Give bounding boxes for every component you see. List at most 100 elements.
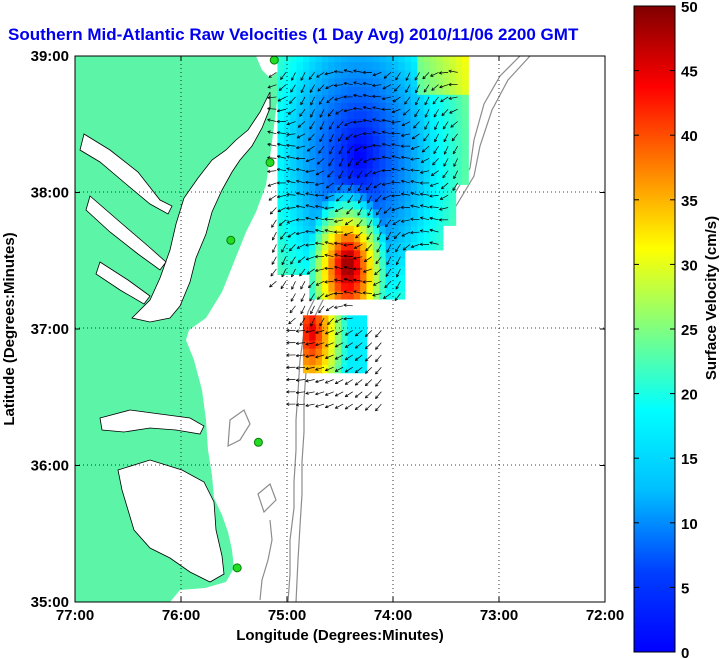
velocity-cell <box>347 118 355 128</box>
velocity-cell <box>404 159 412 169</box>
velocity-cell <box>404 225 412 235</box>
velocity-arrow <box>305 330 315 333</box>
velocity-arrow-head <box>353 290 357 292</box>
velocity-arrow <box>386 231 392 241</box>
velocity-arrow <box>300 305 306 315</box>
velocity-arrow <box>315 366 325 371</box>
x-tick-label: 76:00 <box>162 607 200 624</box>
velocity-arrow <box>305 379 315 382</box>
velocity-arrow <box>286 207 296 209</box>
bay-tributary <box>95 261 151 305</box>
velocity-cell <box>334 118 342 128</box>
velocity-arrow-head <box>281 274 285 278</box>
velocity-arrow-head <box>353 258 357 260</box>
velocity-cell <box>461 61 469 71</box>
velocity-arrow-head <box>286 379 290 382</box>
velocity-arrow-head <box>365 249 369 252</box>
velocity-cell <box>404 200 412 210</box>
velocity-cell <box>385 274 393 284</box>
velocity-arrow-head <box>267 95 271 99</box>
velocity-arrow <box>420 158 430 163</box>
velocity-arrow-head <box>347 151 351 154</box>
velocity-cell <box>411 167 418 177</box>
velocity-cell <box>290 225 298 235</box>
velocity-arrow <box>277 194 287 198</box>
velocity-arrow-head <box>372 118 376 120</box>
velocity-cell <box>449 151 457 161</box>
velocity-arrow-head <box>391 155 395 157</box>
velocity-arrow-head <box>315 344 319 347</box>
velocity-cell <box>391 282 399 292</box>
velocity-cell <box>417 159 425 169</box>
velocity-cell <box>398 225 406 235</box>
velocity-arrow-head <box>310 311 314 315</box>
velocity-arrow <box>402 244 411 251</box>
velocity-arrow <box>424 121 430 130</box>
velocity-arrow-head <box>372 293 376 296</box>
velocity-arrow-head <box>286 390 290 393</box>
velocity-cell <box>347 200 355 210</box>
velocity-arrow-head <box>357 176 361 179</box>
velocity-arrow-head <box>353 69 357 71</box>
velocity-arrow <box>353 290 363 294</box>
velocity-cell <box>385 290 393 300</box>
velocity-arrow-head <box>448 70 452 73</box>
velocity-arrow <box>299 317 306 326</box>
velocity-arrow-head <box>280 77 284 80</box>
velocity-arrow-head <box>327 113 330 117</box>
velocity-arrow <box>382 143 391 147</box>
velocity-arrow-head <box>372 158 376 161</box>
velocity-cell <box>436 69 444 79</box>
velocity-arrow-head <box>277 208 280 212</box>
velocity-cell <box>309 315 317 325</box>
velocity-arrow-head <box>295 158 299 161</box>
velocity-arrow-head <box>364 370 367 374</box>
velocity-arrow <box>353 94 363 98</box>
velocity-cell <box>347 339 355 349</box>
velocity-cell <box>353 348 361 357</box>
velocity-arrow-head <box>338 139 342 142</box>
velocity-arrow <box>346 145 353 154</box>
velocity-cell <box>366 102 374 112</box>
velocity-arrow-head <box>401 233 404 237</box>
velocity-arrow-head <box>422 150 426 153</box>
velocity-arrow <box>365 330 373 337</box>
velocity-arrow-head <box>325 343 328 347</box>
velocity-cell <box>315 249 323 259</box>
velocity-cell <box>423 167 431 177</box>
velocity-cell <box>328 200 336 210</box>
velocity-arrow-head <box>353 81 357 83</box>
velocity-arrow-head <box>343 110 347 113</box>
velocity-cell <box>430 102 438 112</box>
velocity-cell <box>372 61 380 71</box>
velocity-cell <box>411 200 418 210</box>
velocity-cell <box>404 167 412 177</box>
velocity-arrow-head <box>375 200 379 203</box>
velocity-arrow-head <box>334 266 337 269</box>
velocity-arrow-head <box>450 126 454 128</box>
velocity-arrow-head <box>429 216 433 219</box>
velocity-arrow-head <box>404 101 406 105</box>
velocity-arrow-head <box>401 168 404 171</box>
velocity-cell <box>277 56 285 63</box>
velocity-arrow <box>328 121 334 130</box>
velocity-cell <box>315 217 323 226</box>
velocity-arrow-head <box>362 82 366 84</box>
velocity-arrow <box>391 181 401 184</box>
velocity-cell <box>309 176 317 185</box>
velocity-arrow <box>280 72 287 80</box>
velocity-arrow-head <box>353 106 357 109</box>
velocity-cell <box>391 192 399 202</box>
velocity-arrow-head <box>317 88 320 92</box>
velocity-cell <box>423 184 431 194</box>
velocity-arrow-head <box>272 238 276 241</box>
velocity-arrow <box>335 207 344 212</box>
velocity-arrow-head <box>372 295 376 297</box>
velocity-arrow <box>327 109 334 117</box>
velocity-arrow-head <box>448 96 452 100</box>
velocity-arrow <box>318 145 325 154</box>
velocity-arrow-head <box>295 403 299 406</box>
velocity-cell <box>449 184 457 194</box>
velocity-arrow-head <box>276 131 281 133</box>
